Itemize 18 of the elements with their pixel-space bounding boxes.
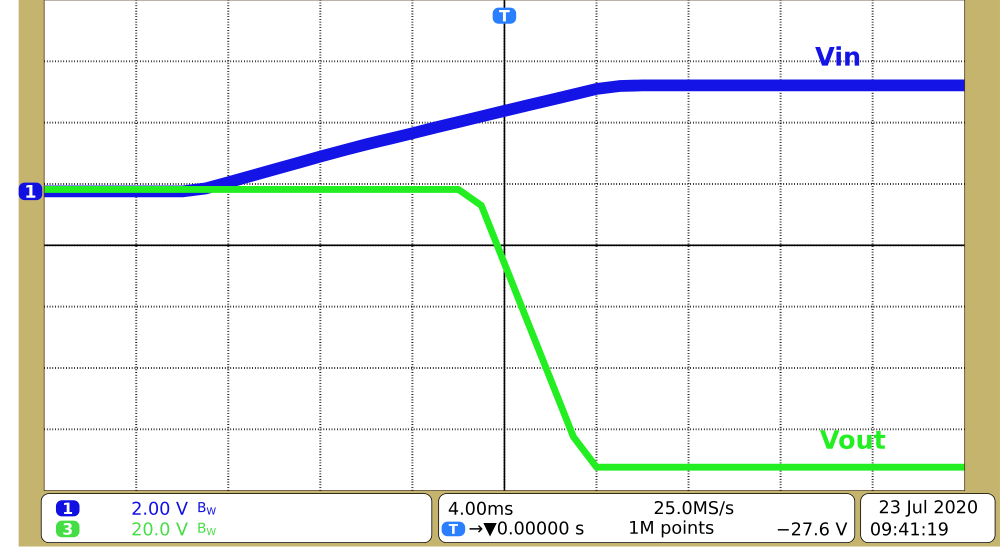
text: 1: [64, 502, 72, 514]
text: T: [448, 524, 458, 534]
text: B$_{W}$: [198, 522, 216, 536]
text: 25.0MS/s: [654, 501, 734, 516]
text: B$_{W}$: [198, 502, 216, 515]
text: 09:41:19: [871, 522, 948, 536]
series-label: Vin: [815, 46, 860, 66]
text: 20.0 V: [132, 522, 188, 536]
text: 1: [26, 185, 36, 198]
text: 1M points: [630, 520, 714, 538]
text: 4.00ms: [448, 502, 513, 516]
text: 3: [63, 523, 72, 536]
series-label: Vout: [820, 430, 886, 450]
text: 2.00 V: [132, 502, 188, 516]
text: 23 Jul 2020: [880, 500, 977, 517]
text: →▼0.00000 s: [470, 522, 584, 537]
text: −27.6 V: [778, 522, 848, 536]
text: T: [499, 10, 510, 22]
